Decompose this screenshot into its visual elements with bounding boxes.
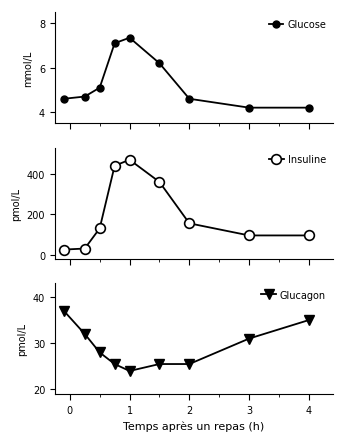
Glucose [62, 97, 66, 102]
Glucagon [307, 318, 311, 323]
Insuline [113, 164, 117, 169]
Glucose [98, 86, 102, 91]
Legend: Insuline: Insuline [267, 153, 328, 167]
Line: Insuline: Insuline [59, 155, 314, 255]
Legend: Glucagon: Glucagon [259, 288, 328, 302]
Glucose [307, 106, 311, 111]
Y-axis label: pmol/L: pmol/L [17, 322, 27, 355]
Glucagon [157, 362, 162, 367]
Glucagon [187, 362, 191, 367]
Insuline [247, 233, 251, 239]
Insuline [128, 158, 132, 163]
Glucagon [113, 362, 117, 367]
Glucose [187, 97, 191, 102]
Glucagon [83, 332, 87, 337]
Line: Glucose: Glucose [60, 35, 312, 112]
Glucagon [247, 336, 251, 342]
Glucose [247, 106, 251, 111]
Legend: Glucose: Glucose [267, 18, 328, 32]
Insuline [307, 233, 311, 239]
Insuline [187, 221, 191, 226]
Glucose [157, 61, 162, 67]
Insuline [83, 246, 87, 251]
Glucose [128, 36, 132, 41]
Insuline [157, 180, 162, 185]
Glucagon [98, 350, 102, 355]
Glucose [113, 42, 117, 47]
Insuline [98, 226, 102, 231]
Y-axis label: mmol/L: mmol/L [23, 50, 34, 87]
Insuline [62, 247, 66, 253]
X-axis label: Temps après un repas (h): Temps après un repas (h) [123, 420, 264, 431]
Glucose [83, 95, 87, 100]
Line: Glucagon: Glucagon [59, 306, 314, 376]
Glucagon [128, 368, 132, 374]
Y-axis label: pmol/L: pmol/L [11, 187, 21, 220]
Glucagon [62, 308, 66, 314]
